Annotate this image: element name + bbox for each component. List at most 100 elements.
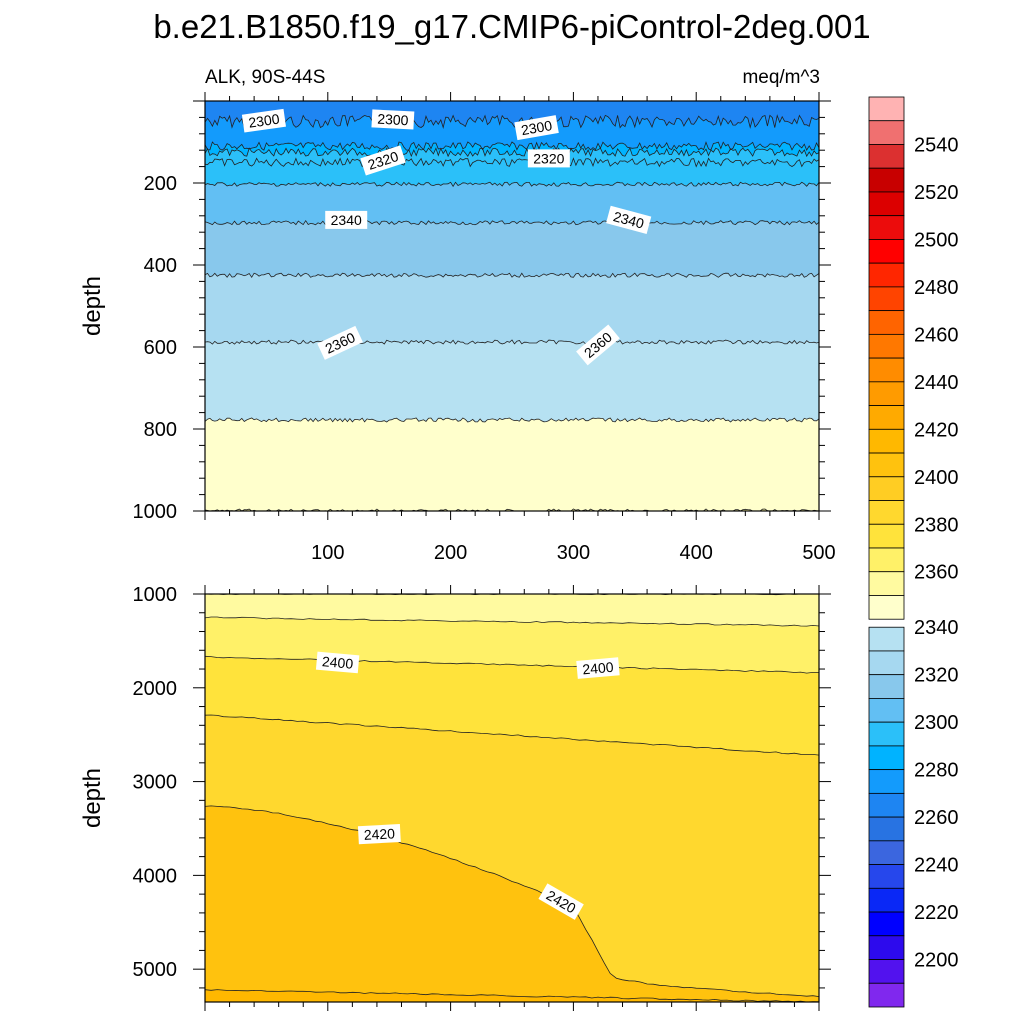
contour-label-text: 2340 <box>612 208 646 232</box>
colorbar-tick-label: 2240 <box>914 855 959 877</box>
colorbar-tick-label: 2200 <box>914 950 959 972</box>
colorbar-swatch <box>868 935 905 960</box>
y-tick-label: 4000 <box>133 865 178 887</box>
colorbar-tick-label: 2400 <box>914 467 959 489</box>
y-tick-label: 1000 <box>133 584 178 606</box>
colorbar-swatch <box>868 144 905 169</box>
colorbar-swatch <box>868 721 905 747</box>
contour-label-box <box>357 824 401 845</box>
y-tick-label: 3000 <box>133 772 178 794</box>
contour-line-2360 <box>204 339 820 345</box>
colorbar-swatch <box>868 215 905 240</box>
colorbar-swatch <box>868 769 905 794</box>
contour-line-2420 <box>204 805 820 997</box>
contour-line-2430 <box>204 989 820 1003</box>
colorbar-swatch <box>868 674 905 699</box>
colorbar-tick-label: 2380 <box>914 514 959 536</box>
contour-label: 2400 <box>315 651 360 674</box>
contour-label-text: 2340 <box>331 212 362 228</box>
colorbar-swatch <box>868 381 905 406</box>
contour-label: 2300 <box>371 109 415 130</box>
contour-line-2410 <box>204 714 820 756</box>
contour-label-box <box>360 145 406 176</box>
y-axis-label: depth <box>79 276 106 336</box>
contour-line-2400 <box>204 655 819 674</box>
colorbar-swatch <box>868 982 905 1008</box>
colorbar-swatch <box>868 911 905 937</box>
y-tick-label: 800 <box>144 419 177 441</box>
contour-label-text: 2320 <box>533 150 564 166</box>
colorbar-tick-label: 2460 <box>914 324 959 346</box>
contour-line-2315 <box>204 157 820 168</box>
contour-line-2390 <box>204 616 820 627</box>
contour-label-box <box>606 205 652 235</box>
colorbar-swatch <box>868 698 905 723</box>
contour-line-2320 <box>204 181 820 188</box>
colorbar-tick-label: 2440 <box>914 372 959 394</box>
upper-panel: 100 200 300 400 500 200 400 600 800 1000 depth 2300… <box>79 92 836 564</box>
y-tick-label: 5000 <box>133 959 178 981</box>
colorbar-swatch <box>868 120 905 145</box>
colorbar-swatch <box>868 286 905 312</box>
colorbar-swatch <box>868 333 905 359</box>
colorbar-swatch <box>868 357 905 383</box>
colorbar-swatch <box>868 428 905 454</box>
x-tick-label: 400 <box>680 542 713 564</box>
colorbar-swatch <box>868 167 905 193</box>
contour-label-text: 2300 <box>520 117 554 138</box>
contour-label: 2400 <box>576 657 620 679</box>
contour-label-box <box>514 115 559 141</box>
colorbar-swatch <box>868 650 905 676</box>
contour-line-2350 <box>204 272 820 279</box>
contour-line-2340 <box>204 219 820 226</box>
contour-label: 2320 <box>360 145 406 176</box>
colorbar-tick-label: 2320 <box>914 665 959 687</box>
contour-label-box <box>241 108 286 133</box>
contour-label: 2300 <box>241 108 286 133</box>
colorbar-swatch <box>868 626 905 652</box>
colorbar-swatch <box>868 500 905 525</box>
left-subtitle: ALK, 90S-44S <box>205 67 325 88</box>
colorbar-swatch <box>868 452 905 478</box>
contour-label-box <box>315 651 360 674</box>
y-tick-label: 1000 <box>133 501 178 523</box>
contour-label-box <box>538 883 584 920</box>
colorbar-swatch <box>868 792 905 818</box>
contour-label-text: 2400 <box>321 653 354 672</box>
colorbar-swatch <box>868 840 905 865</box>
contour-label: 2340 <box>606 205 652 235</box>
colorbar-tick-label: 2280 <box>914 760 959 782</box>
colorbar-swatch <box>868 595 905 620</box>
figure-title: b.e21.B1850.f19_g17.CMIP6-piControl-2deg… <box>153 8 870 45</box>
colorbar-tick-label: 2340 <box>914 617 959 639</box>
colorbar-swatch <box>868 310 905 335</box>
contour-label-text: 2400 <box>582 659 615 678</box>
colorbar-tick-label: 2360 <box>914 562 959 584</box>
colorbar-tick-label: 2520 <box>914 182 959 204</box>
contour-line-2370 <box>204 417 820 423</box>
contour-label: 2320 <box>527 149 570 168</box>
y-tick-label: 200 <box>144 173 177 195</box>
colorbar-swatch <box>868 96 905 122</box>
colorbar-swatch <box>868 571 905 596</box>
colorbar-tick-label: 2420 <box>914 419 959 441</box>
x-tick-label: 300 <box>557 542 590 564</box>
colorbar-swatch <box>868 239 905 264</box>
contour-label-box <box>527 149 570 168</box>
x-tick-label: 500 <box>802 542 835 564</box>
plot-frame <box>204 593 820 1003</box>
contour-label-text: 2300 <box>377 111 409 129</box>
contour-label: 2420 <box>357 824 401 845</box>
colorbar-swatch <box>868 262 905 288</box>
plot-frame <box>204 100 820 512</box>
x-tick-label: 200 <box>434 542 467 564</box>
y-axis-label: depth <box>79 768 106 828</box>
colorbar-tick-label: 2500 <box>914 229 959 251</box>
contour-label-text: 2420 <box>363 825 395 843</box>
contour-line-2300 <box>204 114 820 129</box>
y-tick-label: 400 <box>144 255 177 277</box>
colorbar-swatch <box>868 405 905 430</box>
colorbar-swatch <box>868 547 905 573</box>
x-tick-label: 100 <box>311 542 344 564</box>
